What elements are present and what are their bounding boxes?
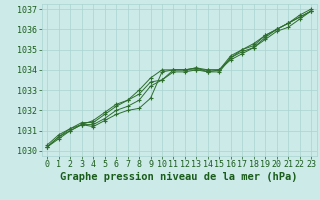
X-axis label: Graphe pression niveau de la mer (hPa): Graphe pression niveau de la mer (hPa) — [60, 172, 298, 182]
